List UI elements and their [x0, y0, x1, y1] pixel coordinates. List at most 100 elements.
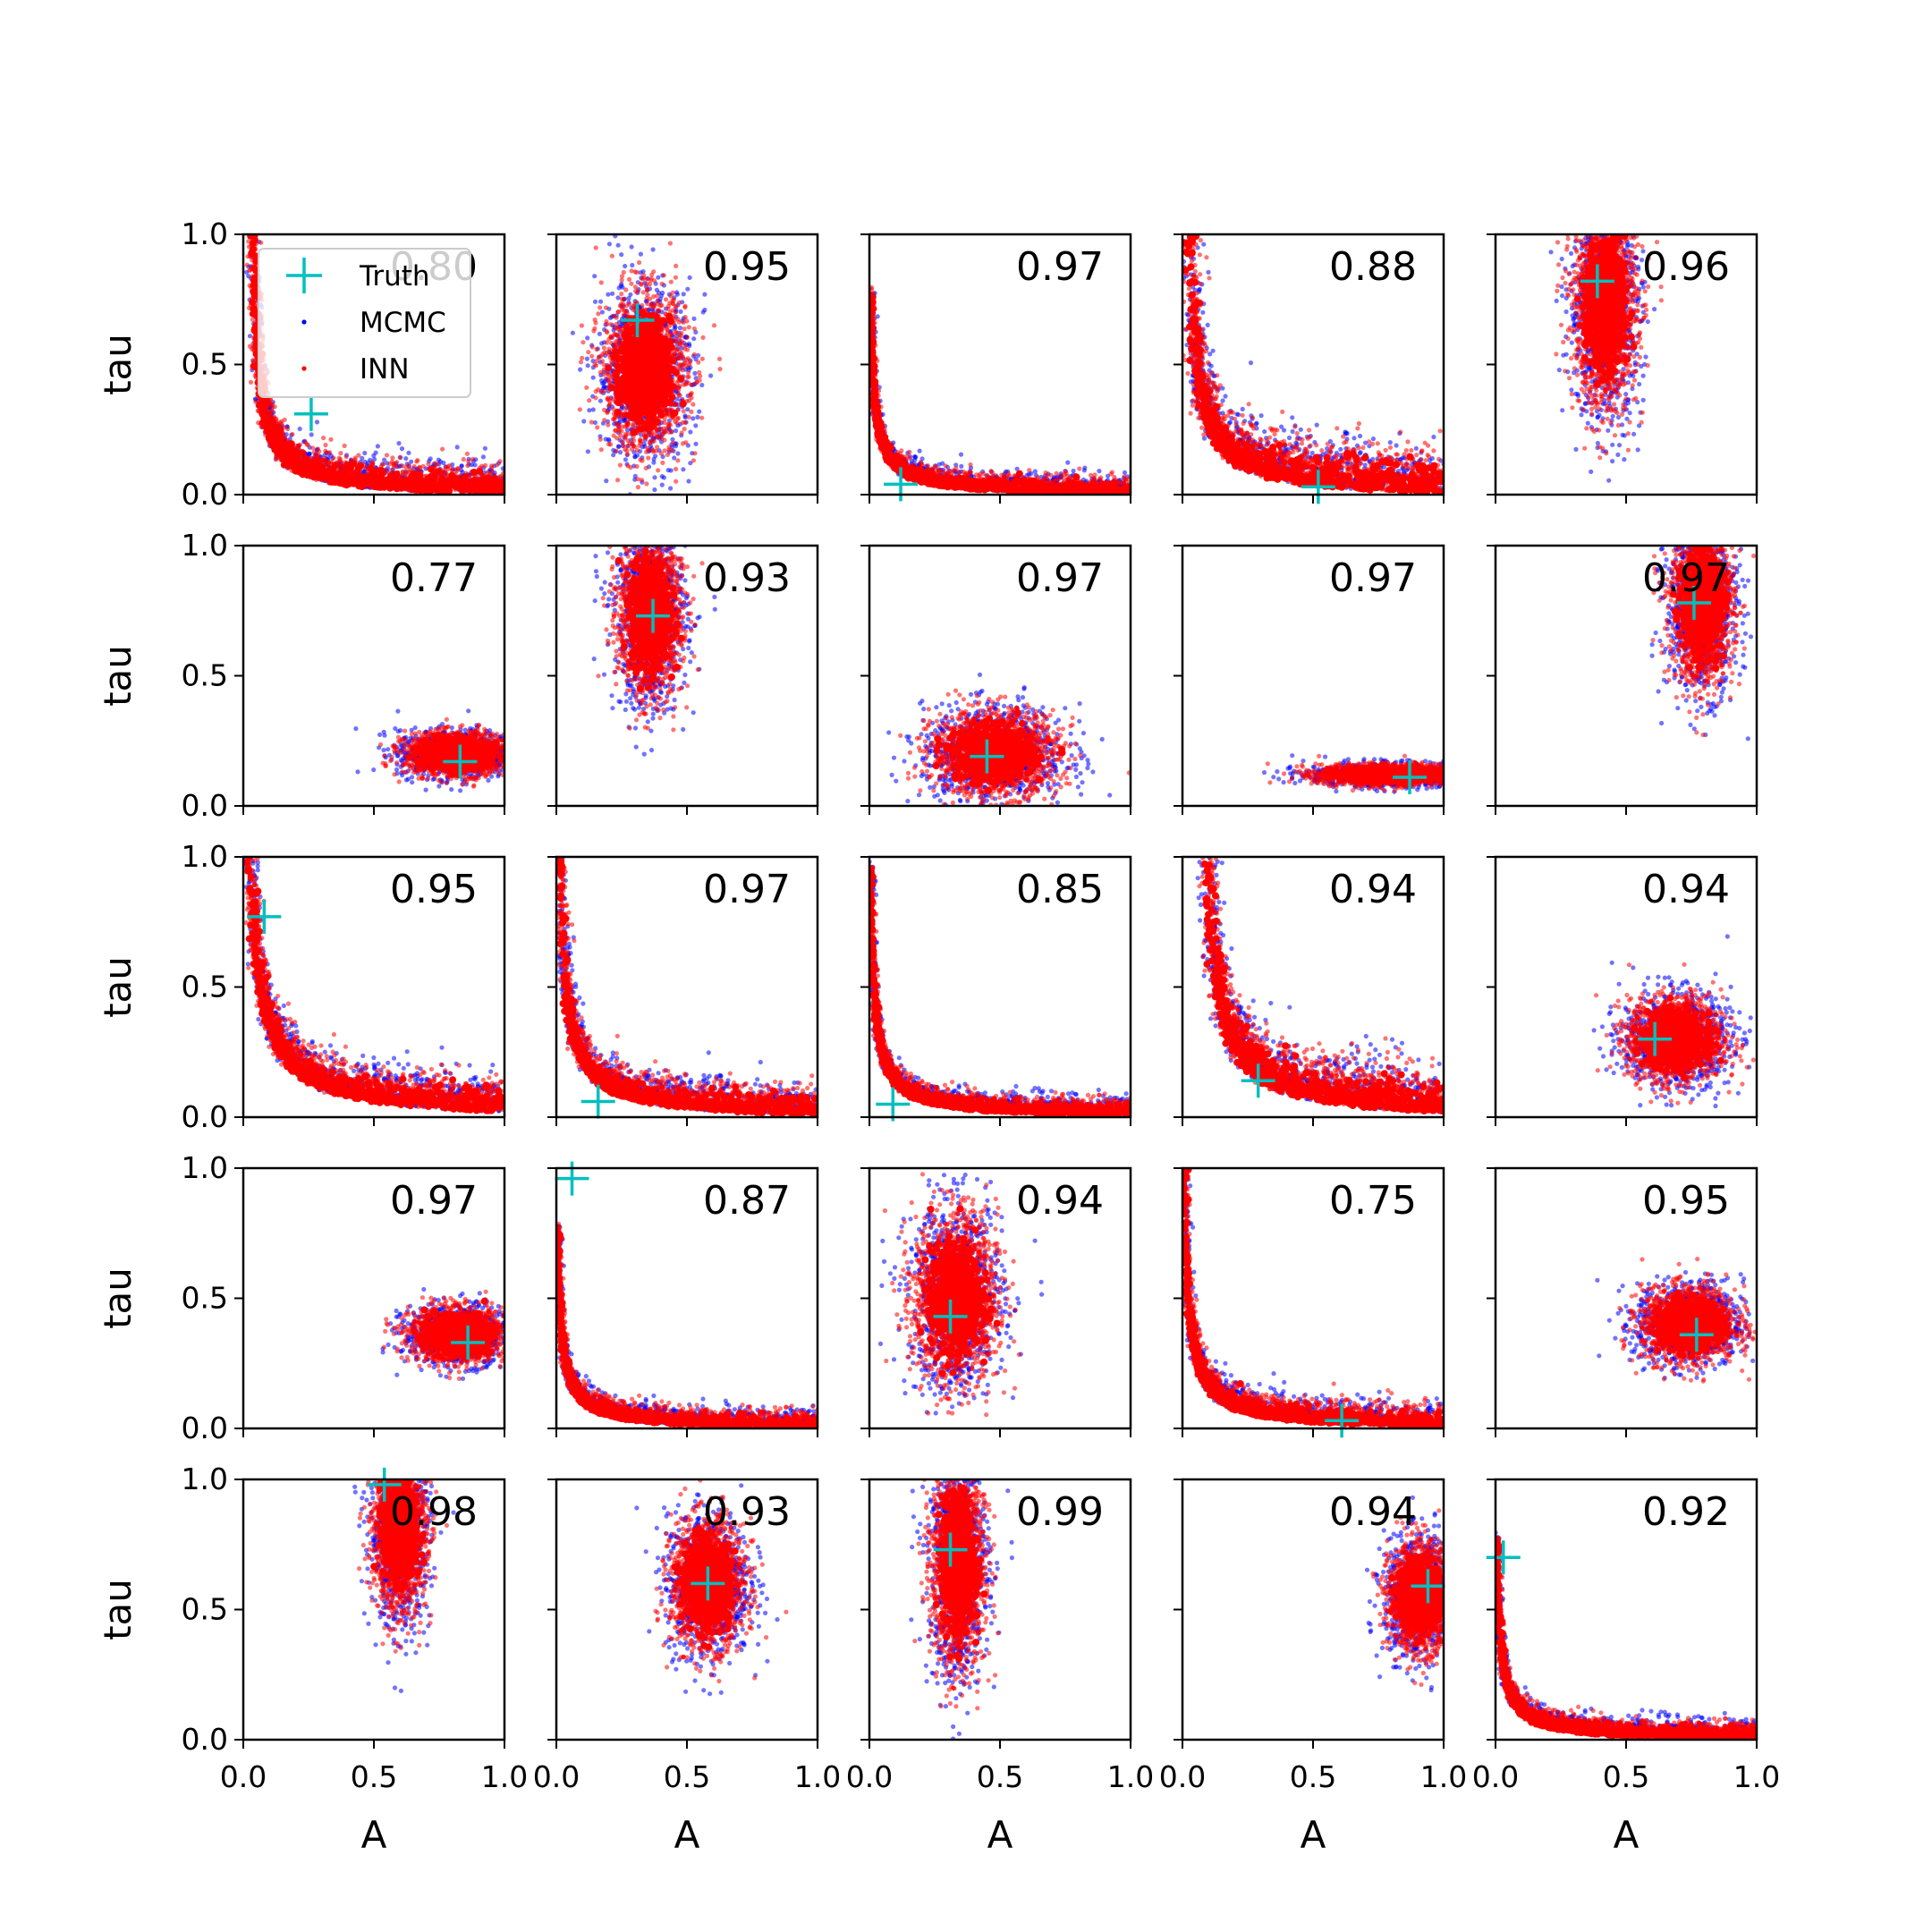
inn-point — [322, 470, 329, 478]
inn-point — [618, 462, 623, 467]
inn-point — [462, 457, 466, 462]
mcmc-point — [481, 454, 486, 459]
inn-point — [398, 455, 402, 460]
inn-point — [712, 323, 716, 327]
mcmc-point — [691, 317, 696, 321]
inn-point — [600, 352, 605, 356]
inn-point — [586, 350, 590, 354]
inn-point — [381, 462, 386, 466]
mcmc-point — [600, 309, 605, 314]
inn-point — [669, 280, 674, 284]
mcmc-point — [581, 419, 586, 423]
inn-point — [623, 407, 628, 411]
inn-point — [655, 445, 659, 449]
inn-point — [682, 326, 687, 331]
inn-point — [394, 464, 399, 469]
inn-point — [717, 367, 722, 371]
mcmc-point — [374, 451, 378, 455]
inn-point — [659, 451, 664, 455]
mcmc-point — [699, 383, 704, 387]
mcmc-point — [675, 451, 680, 455]
inn-point — [357, 462, 364, 470]
mcmc-point — [691, 336, 696, 341]
inn-point — [620, 415, 624, 419]
mcmc-point — [382, 457, 386, 462]
inn-point — [611, 314, 615, 318]
mcmc-point — [651, 247, 656, 251]
inn-point — [668, 241, 673, 245]
mcmc-point — [599, 341, 604, 345]
mcmc-point — [586, 449, 590, 453]
mcmc-point — [403, 456, 408, 461]
inn-point — [393, 481, 400, 488]
mcmc-point — [362, 451, 367, 455]
inn-point — [495, 462, 499, 467]
inn-point — [662, 273, 666, 277]
mcmc-point — [678, 326, 682, 330]
inn-point — [678, 335, 682, 340]
inn-point — [286, 445, 293, 452]
inn-point — [328, 437, 333, 442]
inn-point — [605, 329, 609, 334]
inn-point — [425, 475, 432, 482]
mcmc-point — [598, 300, 603, 304]
inn-point — [466, 459, 470, 463]
inn-point — [594, 245, 598, 250]
mcmc-point — [681, 467, 685, 471]
inn-point — [606, 423, 610, 428]
inn-point — [414, 459, 419, 463]
inn-point — [435, 462, 439, 467]
mcmc-point — [592, 274, 597, 278]
inn-point — [717, 357, 722, 361]
mcmc-point — [653, 453, 657, 458]
inn-point — [323, 443, 327, 447]
mcmc-point — [396, 441, 401, 445]
inn-point — [313, 453, 318, 457]
inn-point — [599, 447, 604, 452]
inn-point — [651, 269, 656, 274]
inn-point — [589, 419, 594, 424]
inn-point — [251, 275, 258, 282]
mcmc-point — [666, 468, 671, 472]
inn-point — [639, 441, 643, 445]
inn-point — [623, 287, 628, 292]
inn-point — [606, 442, 611, 446]
mcmc-point — [483, 446, 487, 451]
mcmc-point — [668, 486, 673, 490]
inn-point — [338, 451, 343, 455]
inn-point — [605, 411, 609, 415]
inn-point — [597, 305, 602, 309]
mcmc-point — [623, 264, 627, 268]
inn-point — [612, 434, 616, 438]
inn-point — [470, 457, 475, 462]
inn-point — [594, 395, 598, 400]
inn-point — [387, 462, 392, 466]
inn-point — [613, 428, 617, 433]
inn-point — [674, 420, 679, 425]
mcmc-point — [428, 456, 433, 461]
mcmc-point — [651, 461, 656, 465]
inn-point — [627, 277, 631, 282]
inn-point — [580, 340, 585, 344]
mcmc-point — [593, 300, 597, 304]
inn-point — [427, 481, 434, 488]
inn-point — [664, 297, 668, 301]
inn-point — [248, 250, 255, 257]
mcmc-point — [678, 309, 682, 314]
inn-point — [445, 487, 452, 495]
inn-point — [412, 464, 417, 469]
mcmc-point — [691, 416, 695, 420]
inn-point — [678, 341, 682, 345]
inn-point — [668, 293, 673, 298]
mcmc-point — [455, 445, 460, 449]
inn-point — [685, 335, 690, 339]
inn-point — [580, 356, 584, 360]
inn-point — [250, 265, 258, 272]
inn-point — [596, 311, 600, 316]
inn-point — [343, 444, 347, 448]
inn-point — [377, 475, 385, 482]
inn-point — [368, 472, 375, 479]
inn-point — [677, 301, 682, 305]
inn-point — [249, 380, 253, 385]
inn-point — [306, 467, 313, 474]
